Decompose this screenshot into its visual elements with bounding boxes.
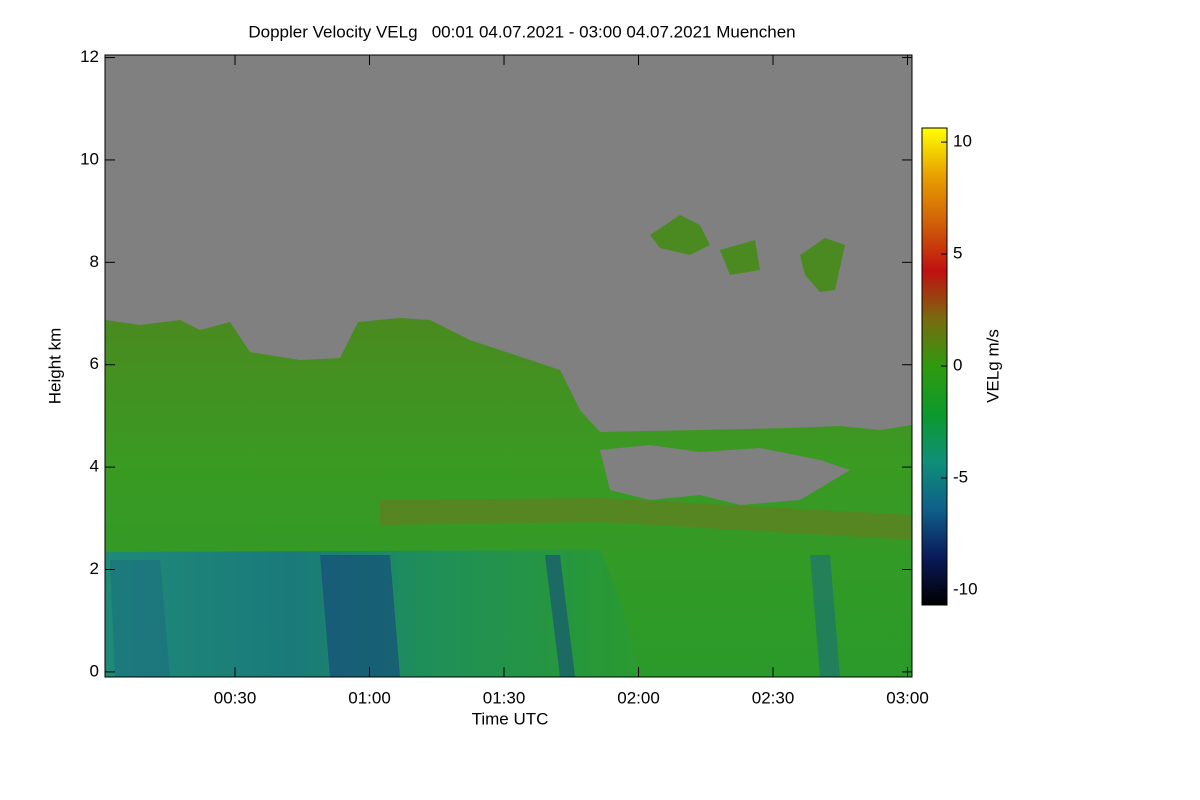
- plot-frame: [104, 54, 913, 678]
- x-tick-label: 00:30: [214, 688, 257, 707]
- downdraft: [810, 555, 840, 677]
- y-tick-label: 12: [80, 47, 99, 66]
- y-tick-label: 0: [90, 661, 99, 680]
- y-tick-label: 8: [90, 252, 99, 271]
- colorbar-tick-label: 10: [953, 132, 972, 151]
- colorbar-tick-label: 5: [953, 244, 962, 263]
- colorbar-tick-label: 0: [953, 356, 962, 375]
- colorbar-label: VELg m/s: [983, 329, 1002, 403]
- x-axis-label: Time UTC: [472, 709, 549, 728]
- y-tick-label: 10: [80, 149, 99, 168]
- upper-cloud: [800, 238, 845, 292]
- upper-cloud: [720, 240, 760, 275]
- x-tick-label: 03:00: [886, 688, 929, 707]
- chart-title: Doppler Velocity VELg 00:01 04.07.2021 -…: [248, 22, 795, 41]
- velocity-field: [105, 55, 912, 677]
- y-tick-label: 6: [90, 354, 99, 373]
- y-tick-label: 4: [90, 457, 99, 476]
- colorbar-tick-label: -10: [953, 579, 978, 598]
- colorbar: -10 -5 0 5 10: [921, 127, 978, 606]
- upper-cloud: [650, 215, 710, 255]
- brown-band: [380, 498, 912, 540]
- y-axis-label: Height km: [45, 328, 64, 405]
- downdraft: [545, 555, 575, 677]
- cloud-gap: [600, 445, 850, 505]
- x-tick-label: 02:00: [617, 688, 660, 707]
- downdraft: [110, 560, 170, 677]
- x-tick-label: 01:00: [348, 688, 391, 707]
- colorbar-tick-label: -5: [953, 468, 968, 487]
- x-tick-label: 02:30: [752, 688, 795, 707]
- downdraft: [320, 555, 400, 677]
- x-tick-label: 01:30: [483, 688, 526, 707]
- y-tick-label: 2: [90, 559, 99, 578]
